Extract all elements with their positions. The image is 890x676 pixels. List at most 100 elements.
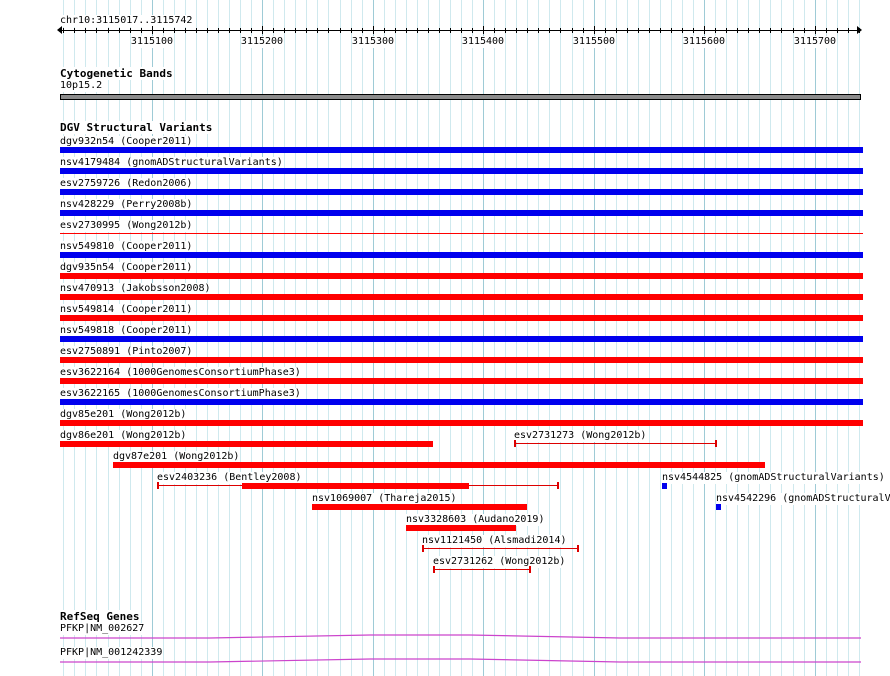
ruler-tick <box>527 28 528 33</box>
ruler-tick <box>837 28 838 33</box>
ruler-tick <box>671 28 672 33</box>
dgv-feature-label: nsv549810 (Cooper2011) <box>60 241 194 253</box>
ruler-tick <box>759 28 760 33</box>
dgv-feature-whisker-cap <box>529 566 531 573</box>
ruler-tick <box>793 28 794 33</box>
dgv-feature-whisker[interactable] <box>514 443 716 444</box>
ruler-tick <box>483 26 484 34</box>
dgv-feature-bar[interactable] <box>113 462 765 468</box>
ruler-label: 3115500 <box>572 36 616 48</box>
dgv-feature-bar[interactable] <box>60 147 863 153</box>
ruler-left-arrow-icon <box>57 26 62 34</box>
location-label: chr10:3115017..3115742 <box>60 15 194 27</box>
ruler-tick <box>384 28 385 33</box>
dgv-feature-bar[interactable] <box>60 399 863 405</box>
ruler-label: 3115600 <box>682 36 726 48</box>
dgv-feature-label: esv2731262 (Wong2012b) <box>433 556 567 568</box>
ruler-tick <box>406 28 407 33</box>
ruler-tick <box>130 28 131 33</box>
ruler-tick <box>351 28 352 33</box>
ruler-tick <box>152 26 153 34</box>
dgv-feature-label: esv3622164 (1000GenomesConsortiumPhase3) <box>60 367 302 379</box>
dgv-feature-whisker-cap <box>157 482 159 489</box>
cytoband-label: 10p15.2 <box>60 80 104 92</box>
ruler-tick <box>439 28 440 33</box>
ruler-tick <box>317 28 318 33</box>
dgv-feature-whisker-cap <box>514 440 516 447</box>
ruler-tick <box>174 28 175 33</box>
ruler-tick <box>516 28 517 33</box>
ruler-tick <box>704 26 705 34</box>
ruler-tick <box>417 28 418 33</box>
dgv-feature-bar[interactable] <box>716 504 721 510</box>
dgv-feature-label: nsv3328603 (Audano2019) <box>406 514 546 526</box>
ruler-tick <box>428 28 429 33</box>
ruler-tick <box>185 28 186 33</box>
ruler-tick <box>815 26 816 34</box>
cytoband-bar[interactable] <box>60 94 861 100</box>
ruler-tick <box>781 28 782 33</box>
dgv-feature-bar[interactable] <box>60 210 863 216</box>
ruler-tick <box>251 28 252 33</box>
dgv-feature-whisker-cap <box>557 482 559 489</box>
dgv-feature-label: dgv86e201 (Wong2012b) <box>60 430 188 442</box>
dgv-feature-bar[interactable] <box>406 525 516 531</box>
dgv-feature-bar[interactable] <box>242 483 469 489</box>
dgv-feature-label: dgv85e201 (Wong2012b) <box>60 409 188 421</box>
ruler-tick <box>770 28 771 33</box>
dgv-feature-label: dgv935n54 (Cooper2011) <box>60 262 194 274</box>
ruler-tick <box>583 28 584 33</box>
ruler-label: 3115100 <box>130 36 174 48</box>
refseq-gene-line <box>60 634 861 639</box>
ruler-tick <box>340 28 341 33</box>
dgv-feature-label: dgv87e201 (Wong2012b) <box>113 451 241 463</box>
dgv-feature-whisker-cap <box>422 545 424 552</box>
dgv-feature-bar[interactable] <box>60 420 863 426</box>
dgv-feature-bar[interactable] <box>60 441 433 447</box>
ruler-label: 3115700 <box>793 36 837 48</box>
dgv-feature-label: nsv4179484 (gnomADStructuralVariants) <box>60 157 284 169</box>
ruler-tick <box>207 28 208 33</box>
ruler-tick <box>450 28 451 33</box>
dgv-feature-label: nsv4542296 (gnomADStructuralVariants) <box>716 493 890 505</box>
dgv-feature-label: esv2730995 (Wong2012b) <box>60 220 194 232</box>
ruler-tick <box>461 28 462 33</box>
ruler-tick <box>74 28 75 33</box>
dgv-feature-bar[interactable] <box>60 357 863 363</box>
refseq-gene-label: PFKP|NM_001242339 <box>60 647 164 659</box>
ruler-tick <box>284 28 285 33</box>
dgv-feature-bar[interactable] <box>662 483 667 489</box>
ruler-tick <box>826 28 827 33</box>
dgv-feature-bar[interactable] <box>60 168 863 174</box>
refseq-track-title: RefSeq Genes <box>60 610 140 623</box>
dgv-feature-whisker[interactable] <box>433 569 530 570</box>
dgv-feature-bar[interactable] <box>60 294 863 300</box>
ruler-tick <box>373 26 374 34</box>
dgv-feature-label: dgv932n54 (Cooper2011) <box>60 136 194 148</box>
dgv-feature-bar[interactable] <box>60 336 863 342</box>
dgv-feature-bar[interactable] <box>60 189 863 195</box>
dgv-feature-bar[interactable] <box>312 504 527 510</box>
ruler-tick <box>295 28 296 33</box>
dgv-feature-bar[interactable] <box>60 233 863 234</box>
dgv-feature-bar[interactable] <box>60 252 863 258</box>
dgv-feature-bar[interactable] <box>60 378 863 384</box>
refseq-gene-intron[interactable] <box>0 656 890 664</box>
ruler-tick <box>726 28 727 33</box>
ruler-label: 3115300 <box>351 36 395 48</box>
ruler-tick <box>660 28 661 33</box>
ruler-tick <box>163 28 164 33</box>
dgv-feature-bar[interactable] <box>60 315 863 321</box>
dgv-feature-bar[interactable] <box>60 273 863 279</box>
ruler-tick <box>96 28 97 33</box>
ruler-tick <box>306 28 307 33</box>
ruler-tick <box>649 28 650 33</box>
ruler-tick <box>616 28 617 33</box>
ruler-tick <box>549 28 550 33</box>
ruler-tick <box>218 28 219 33</box>
dgv-feature-label: nsv549814 (Cooper2011) <box>60 304 194 316</box>
dgv-feature-whisker[interactable] <box>422 548 578 549</box>
dgv-track-title: DGV Structural Variants <box>60 121 213 134</box>
refseq-gene-intron[interactable] <box>0 632 890 640</box>
